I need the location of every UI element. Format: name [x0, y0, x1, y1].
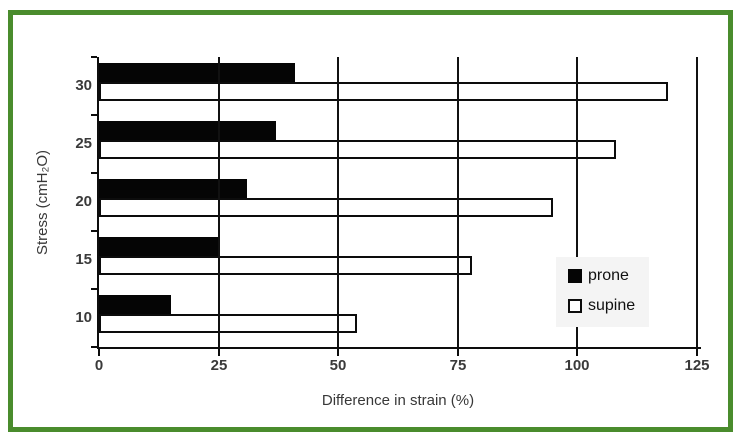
legend: prone supine	[556, 257, 650, 327]
supine-bar	[99, 314, 357, 333]
y-category-label: 10	[75, 309, 92, 326]
plot-area	[99, 57, 698, 347]
x-tick-label: 25	[210, 357, 228, 374]
x-tick	[218, 349, 220, 356]
gridline	[576, 57, 578, 347]
x-axis-title: Difference in strain (%)	[321, 392, 475, 409]
supine-swatch-icon	[568, 299, 582, 313]
gridline	[696, 57, 698, 347]
y-tick	[91, 114, 97, 116]
x-tick-label: 125	[684, 357, 710, 374]
x-tick	[337, 349, 339, 356]
supine-bar	[99, 198, 553, 217]
prone-bar	[99, 63, 295, 82]
y-tick	[91, 346, 97, 348]
prone-bar	[99, 121, 276, 140]
x-tick	[576, 349, 578, 356]
x-tick	[457, 349, 459, 356]
x-tick-label: 75	[449, 357, 467, 374]
prone-bar	[99, 237, 219, 256]
y-category-label: 30	[75, 77, 92, 94]
y-tick	[91, 230, 97, 232]
y-axis-title-text: Stress (cmH₂O)	[33, 149, 51, 255]
x-tick-label: 0	[94, 357, 104, 374]
gridline	[457, 57, 459, 347]
supine-bar	[99, 82, 668, 101]
y-category-label: 25	[75, 135, 92, 152]
x-tick-label: 100	[564, 357, 590, 374]
supine-bar	[99, 256, 472, 275]
supine-bar	[99, 140, 616, 159]
y-category-label: 20	[75, 193, 92, 210]
y-tick	[91, 56, 97, 58]
legend-label-supine: supine	[588, 297, 636, 314]
x-tick	[696, 349, 698, 356]
legend-item-prone: prone	[568, 267, 635, 285]
prone-bar	[99, 179, 247, 198]
gridline	[337, 57, 339, 347]
prone-swatch-icon	[568, 269, 582, 283]
legend-item-supine: supine	[568, 297, 635, 315]
y-tick	[91, 288, 97, 290]
x-tick-label: 50	[329, 357, 347, 374]
prone-bar	[99, 295, 171, 314]
x-tick	[98, 349, 100, 356]
y-axis-line	[97, 57, 99, 349]
x-axis-line	[97, 347, 701, 349]
gridline	[218, 57, 220, 347]
legend-label-prone: prone	[588, 267, 629, 284]
y-tick	[91, 172, 97, 174]
y-category-label: 15	[75, 251, 92, 268]
